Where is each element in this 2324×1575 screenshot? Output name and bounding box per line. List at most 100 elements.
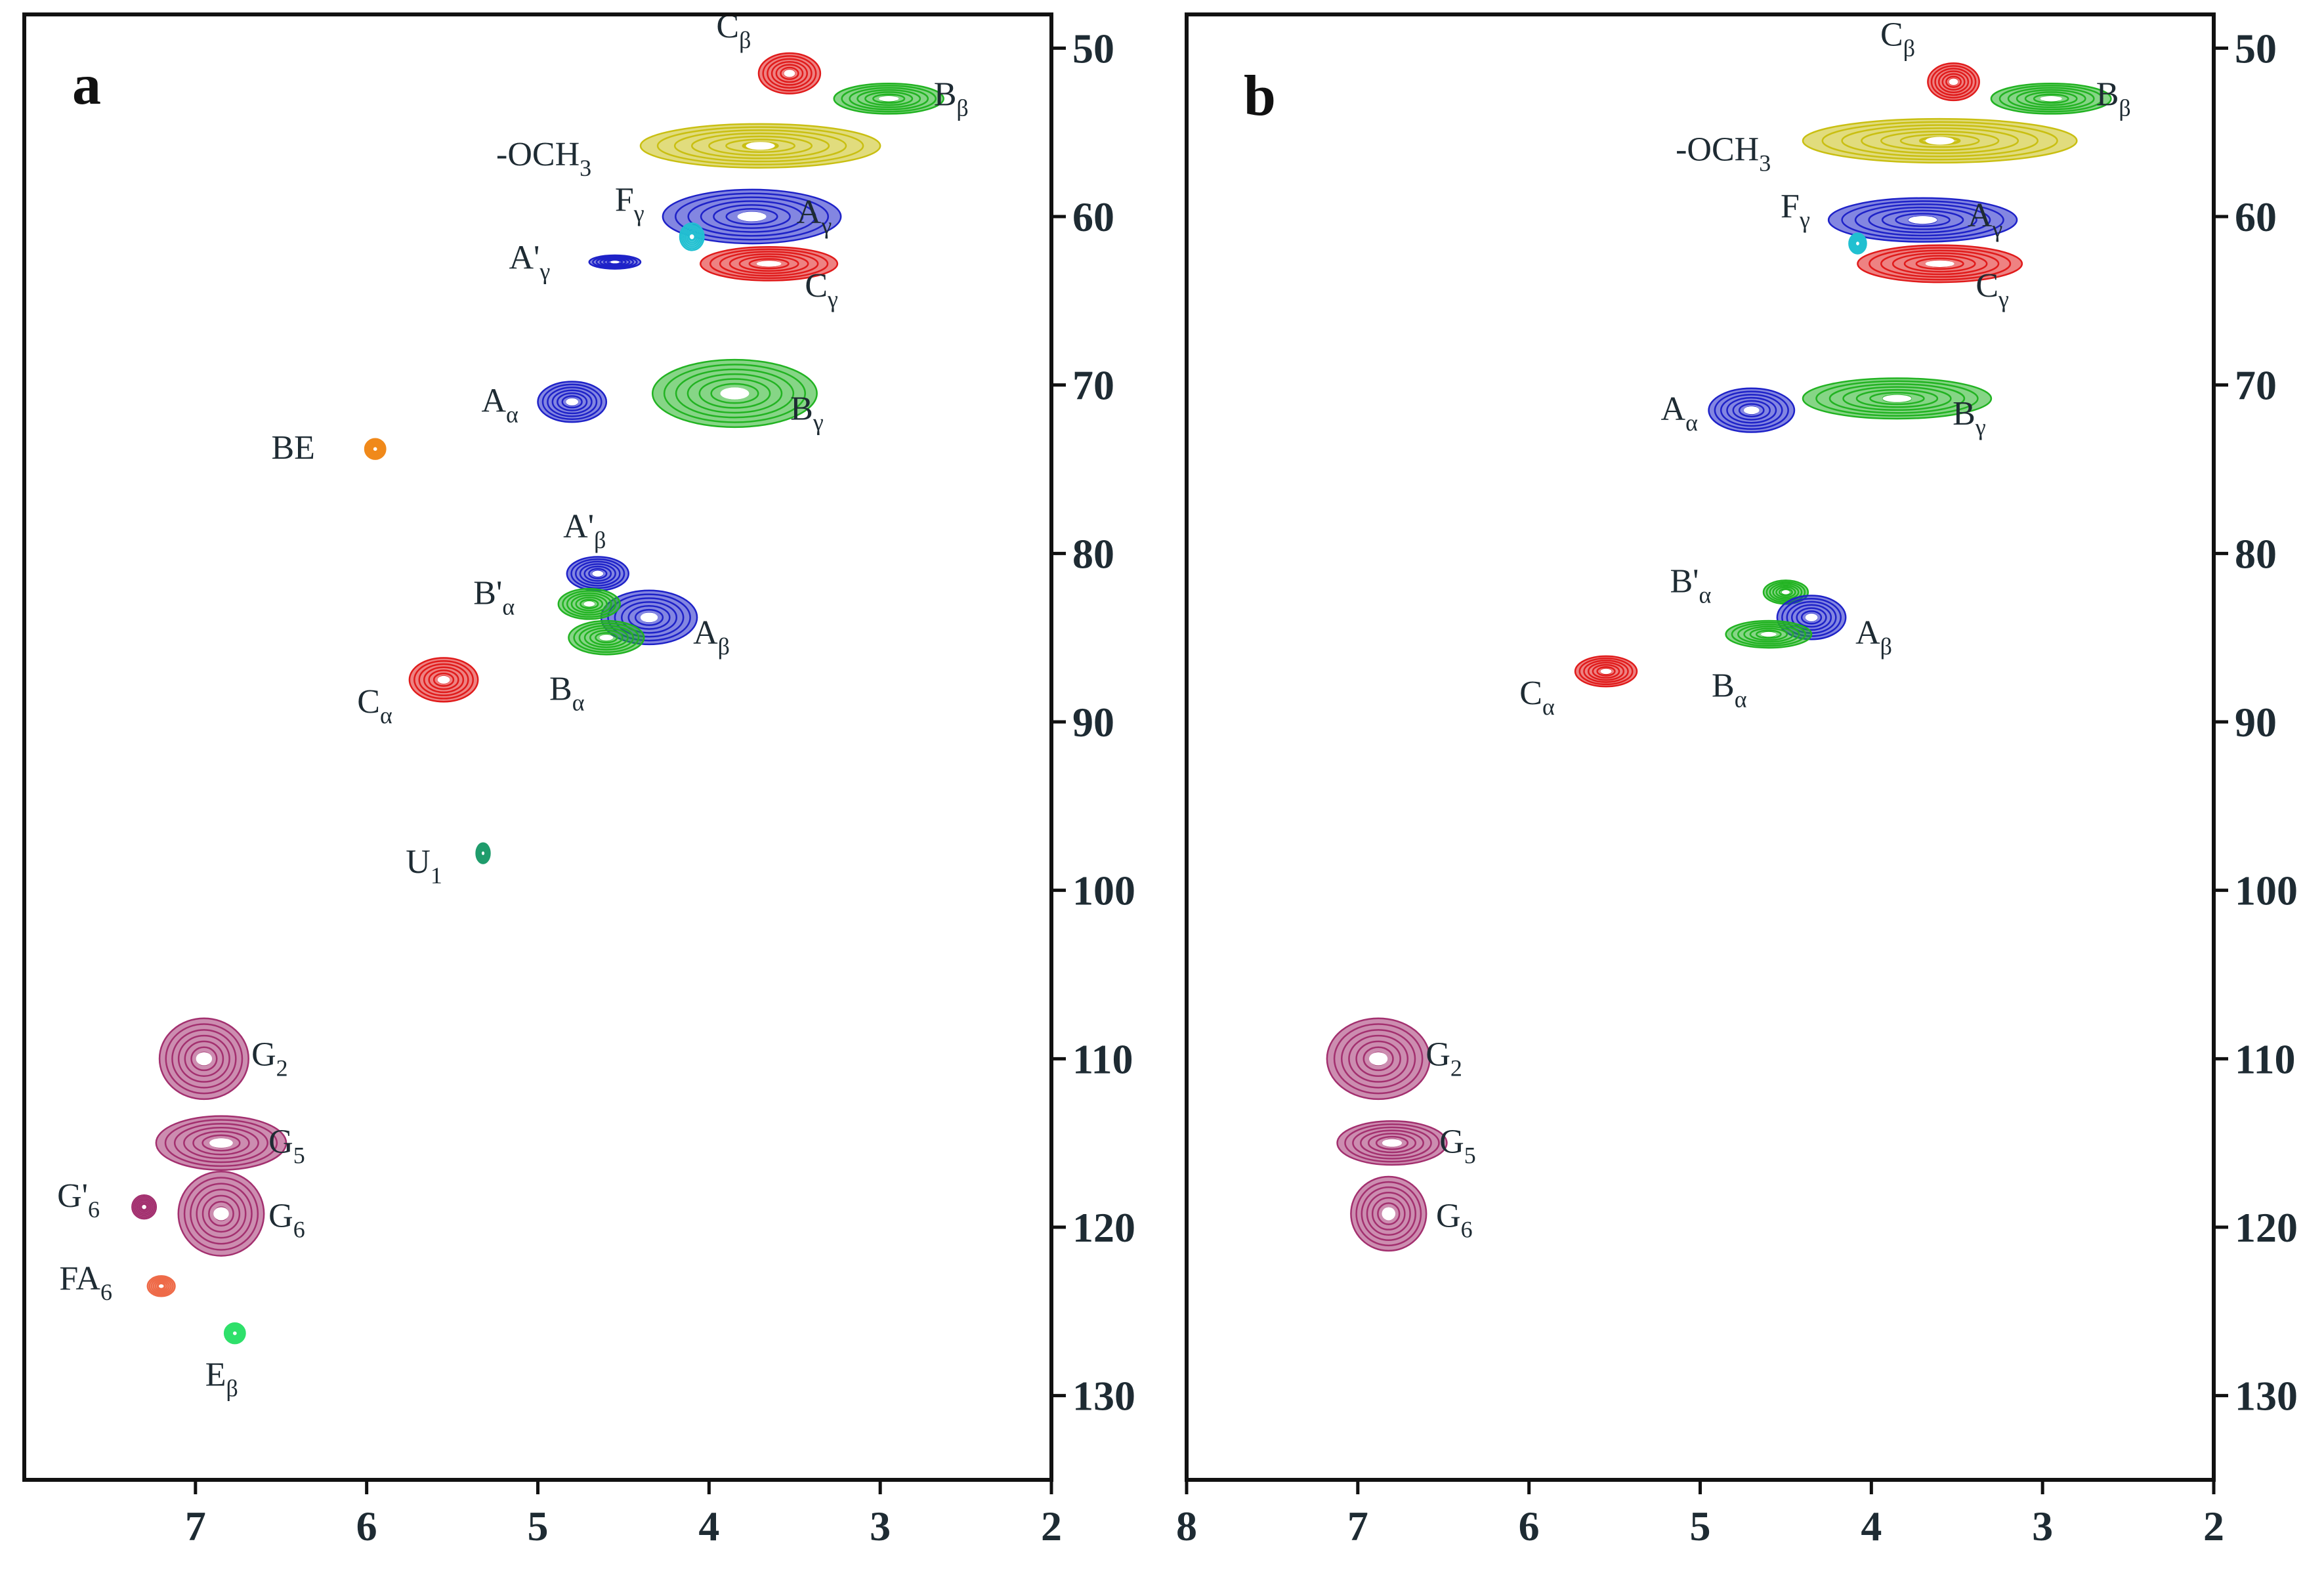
peak-g-2-contour bbox=[1363, 1046, 1394, 1072]
peak-g-5-contour bbox=[1360, 1129, 1424, 1156]
peak-e-beta-center bbox=[233, 1331, 237, 1335]
peak-aprime-beta-contour bbox=[570, 558, 625, 589]
peak-b-gamma-contour bbox=[675, 368, 795, 419]
peak-f-gamma-contour bbox=[1849, 234, 1866, 253]
peak-c-alpha-contour bbox=[1583, 660, 1629, 683]
peak-c-alpha-contour bbox=[1596, 666, 1616, 677]
y-tick-label-120: 120 bbox=[2235, 1204, 2298, 1251]
peak-b-alpha-label-main: B bbox=[1712, 667, 1735, 705]
peak-g-5-label: G5 bbox=[1439, 1124, 1476, 1169]
peak-b-gamma-contour bbox=[1842, 386, 1952, 411]
peak-u-1-contour bbox=[478, 847, 488, 860]
peak-a-alpha-label: Aα bbox=[1661, 390, 1699, 436]
x-tick-label-5: 5 bbox=[528, 1503, 549, 1549]
peak-a-alpha-contour bbox=[1732, 400, 1771, 421]
peak-b-alpha-contour bbox=[578, 625, 635, 651]
x-tick-label-2: 2 bbox=[1041, 1503, 1062, 1549]
peak-a-gamma-contour bbox=[1895, 213, 1951, 227]
peak-och-3-contour bbox=[1861, 127, 2019, 154]
peak-u-1 bbox=[475, 842, 491, 864]
peak-aprime-gamma-center bbox=[610, 261, 620, 264]
panel-a-peaks bbox=[131, 52, 944, 1345]
peak-e-beta-contour bbox=[226, 1325, 243, 1341]
peak-a-alpha-contour bbox=[541, 383, 602, 420]
peak-be-center bbox=[373, 447, 377, 451]
peak-g-5-contour bbox=[1375, 1135, 1409, 1150]
peak-a-beta-label: Aβ bbox=[693, 614, 730, 660]
peak-f-gamma bbox=[1848, 232, 1867, 255]
peak-fa-6-contour bbox=[152, 1279, 170, 1293]
peak-b-gamma-label-sub: γ bbox=[813, 410, 824, 436]
peak-c-beta-contour bbox=[1934, 68, 1973, 96]
peak-f-gamma-contour bbox=[686, 230, 698, 243]
peak-c-beta-label-sub: β bbox=[1903, 35, 1915, 62]
peak-b-gamma-label: Bγ bbox=[790, 390, 824, 436]
peak-c-beta-label-main: C bbox=[1880, 16, 1903, 54]
peak-aprime-gamma-label-sub: γ bbox=[539, 258, 550, 284]
peak-c-beta-contour bbox=[767, 58, 813, 89]
peak-a-gamma bbox=[662, 188, 842, 245]
peak-f-gamma-contour bbox=[684, 228, 700, 245]
peak-c-alpha-contour bbox=[1587, 662, 1625, 681]
peak-a-gamma bbox=[1827, 197, 2018, 243]
peak-c-alpha bbox=[408, 657, 479, 703]
peak-b-alpha-contour bbox=[595, 632, 618, 644]
peak-c-alpha-center bbox=[1600, 668, 1612, 675]
peak-fa-6-label-main: FA bbox=[59, 1260, 100, 1297]
peak-b-beta-label-main: B bbox=[2096, 75, 2119, 113]
peak-aprime-beta-center bbox=[592, 570, 604, 577]
peak-bprime-alpha-contour bbox=[1775, 586, 1796, 598]
peak-c-beta-contour bbox=[1937, 70, 1970, 94]
peak-a-gamma-label: Aγ bbox=[797, 194, 832, 239]
peak-g-5-contour bbox=[192, 1130, 250, 1156]
peak-och-3-label: -OCH3 bbox=[1676, 131, 1771, 177]
peak-g-6-label-sub: 6 bbox=[293, 1216, 305, 1242]
peak-g-5 bbox=[155, 1115, 287, 1171]
peak-a-gamma-center bbox=[737, 211, 767, 222]
peak-b-alpha-contour bbox=[583, 627, 629, 648]
peak-b-beta bbox=[1990, 82, 2112, 115]
peak-f-gamma-center bbox=[689, 234, 694, 240]
peak-be-contour bbox=[368, 442, 382, 456]
peak-a-beta-contour bbox=[1790, 604, 1832, 631]
peak-a-alpha-contour bbox=[1720, 394, 1783, 427]
peak-b-beta-contour bbox=[2024, 91, 2078, 106]
peak-c-gamma-center bbox=[1925, 260, 1954, 267]
peak-a-alpha-contour bbox=[561, 395, 583, 409]
peak-u-1-label-sub: 1 bbox=[431, 862, 442, 889]
y-tick-label-120: 120 bbox=[1072, 1204, 1135, 1251]
peak-g-6-contour bbox=[183, 1177, 259, 1251]
peak-a-gamma-label-sub: γ bbox=[1991, 216, 2002, 242]
y-tick-label-60: 60 bbox=[1072, 194, 1114, 240]
peak-bprime-alpha-center bbox=[583, 601, 595, 607]
peak-b-beta-center bbox=[2040, 96, 2062, 102]
panel-b-y-axis: 50 60 70 80 90 100 110 120 130 bbox=[2214, 25, 2298, 1419]
peak-c-beta-label-sub: β bbox=[739, 27, 751, 53]
peak-bprime-alpha-contour bbox=[575, 597, 604, 612]
peak-aprime-gamma bbox=[588, 254, 642, 270]
peak-bprime-alpha-label-sub: α bbox=[1699, 581, 1712, 608]
peak-b-gamma-contour bbox=[698, 378, 771, 409]
peak-aprime-beta-contour bbox=[575, 560, 621, 587]
peak-g-6-label-main: G bbox=[1436, 1197, 1461, 1234]
peak-a-beta-contour bbox=[627, 605, 671, 630]
peak-a-gamma-label-main: A bbox=[1968, 197, 1993, 234]
peak-c-beta-label: Cβ bbox=[1880, 16, 1915, 62]
peak-bprime-alpha-label: B'α bbox=[1670, 562, 1711, 608]
peak-g-2-contour bbox=[177, 1034, 230, 1083]
peak-f-gamma-contour bbox=[682, 226, 702, 247]
peak-g-2-label: G2 bbox=[1426, 1036, 1462, 1081]
peak-g-2-label-sub: 2 bbox=[276, 1055, 288, 1081]
y-tick-label-130: 130 bbox=[1072, 1373, 1135, 1419]
peak-e-beta-label-main: E bbox=[205, 1356, 226, 1394]
peak-gprime-6-contour bbox=[138, 1201, 150, 1213]
peak-g-6-contour bbox=[190, 1183, 253, 1245]
peak-bprime-alpha-contour bbox=[1778, 587, 1793, 597]
peak-a-gamma-label: Aγ bbox=[1968, 197, 2003, 242]
peak-b-alpha-contour bbox=[1731, 621, 1806, 647]
x-tick-label-3: 3 bbox=[2032, 1503, 2053, 1549]
peak-a-alpha-contour bbox=[1714, 390, 1789, 430]
peak-gprime-6-center bbox=[142, 1204, 146, 1209]
peak-gprime-6-label-sub: 6 bbox=[88, 1196, 100, 1223]
